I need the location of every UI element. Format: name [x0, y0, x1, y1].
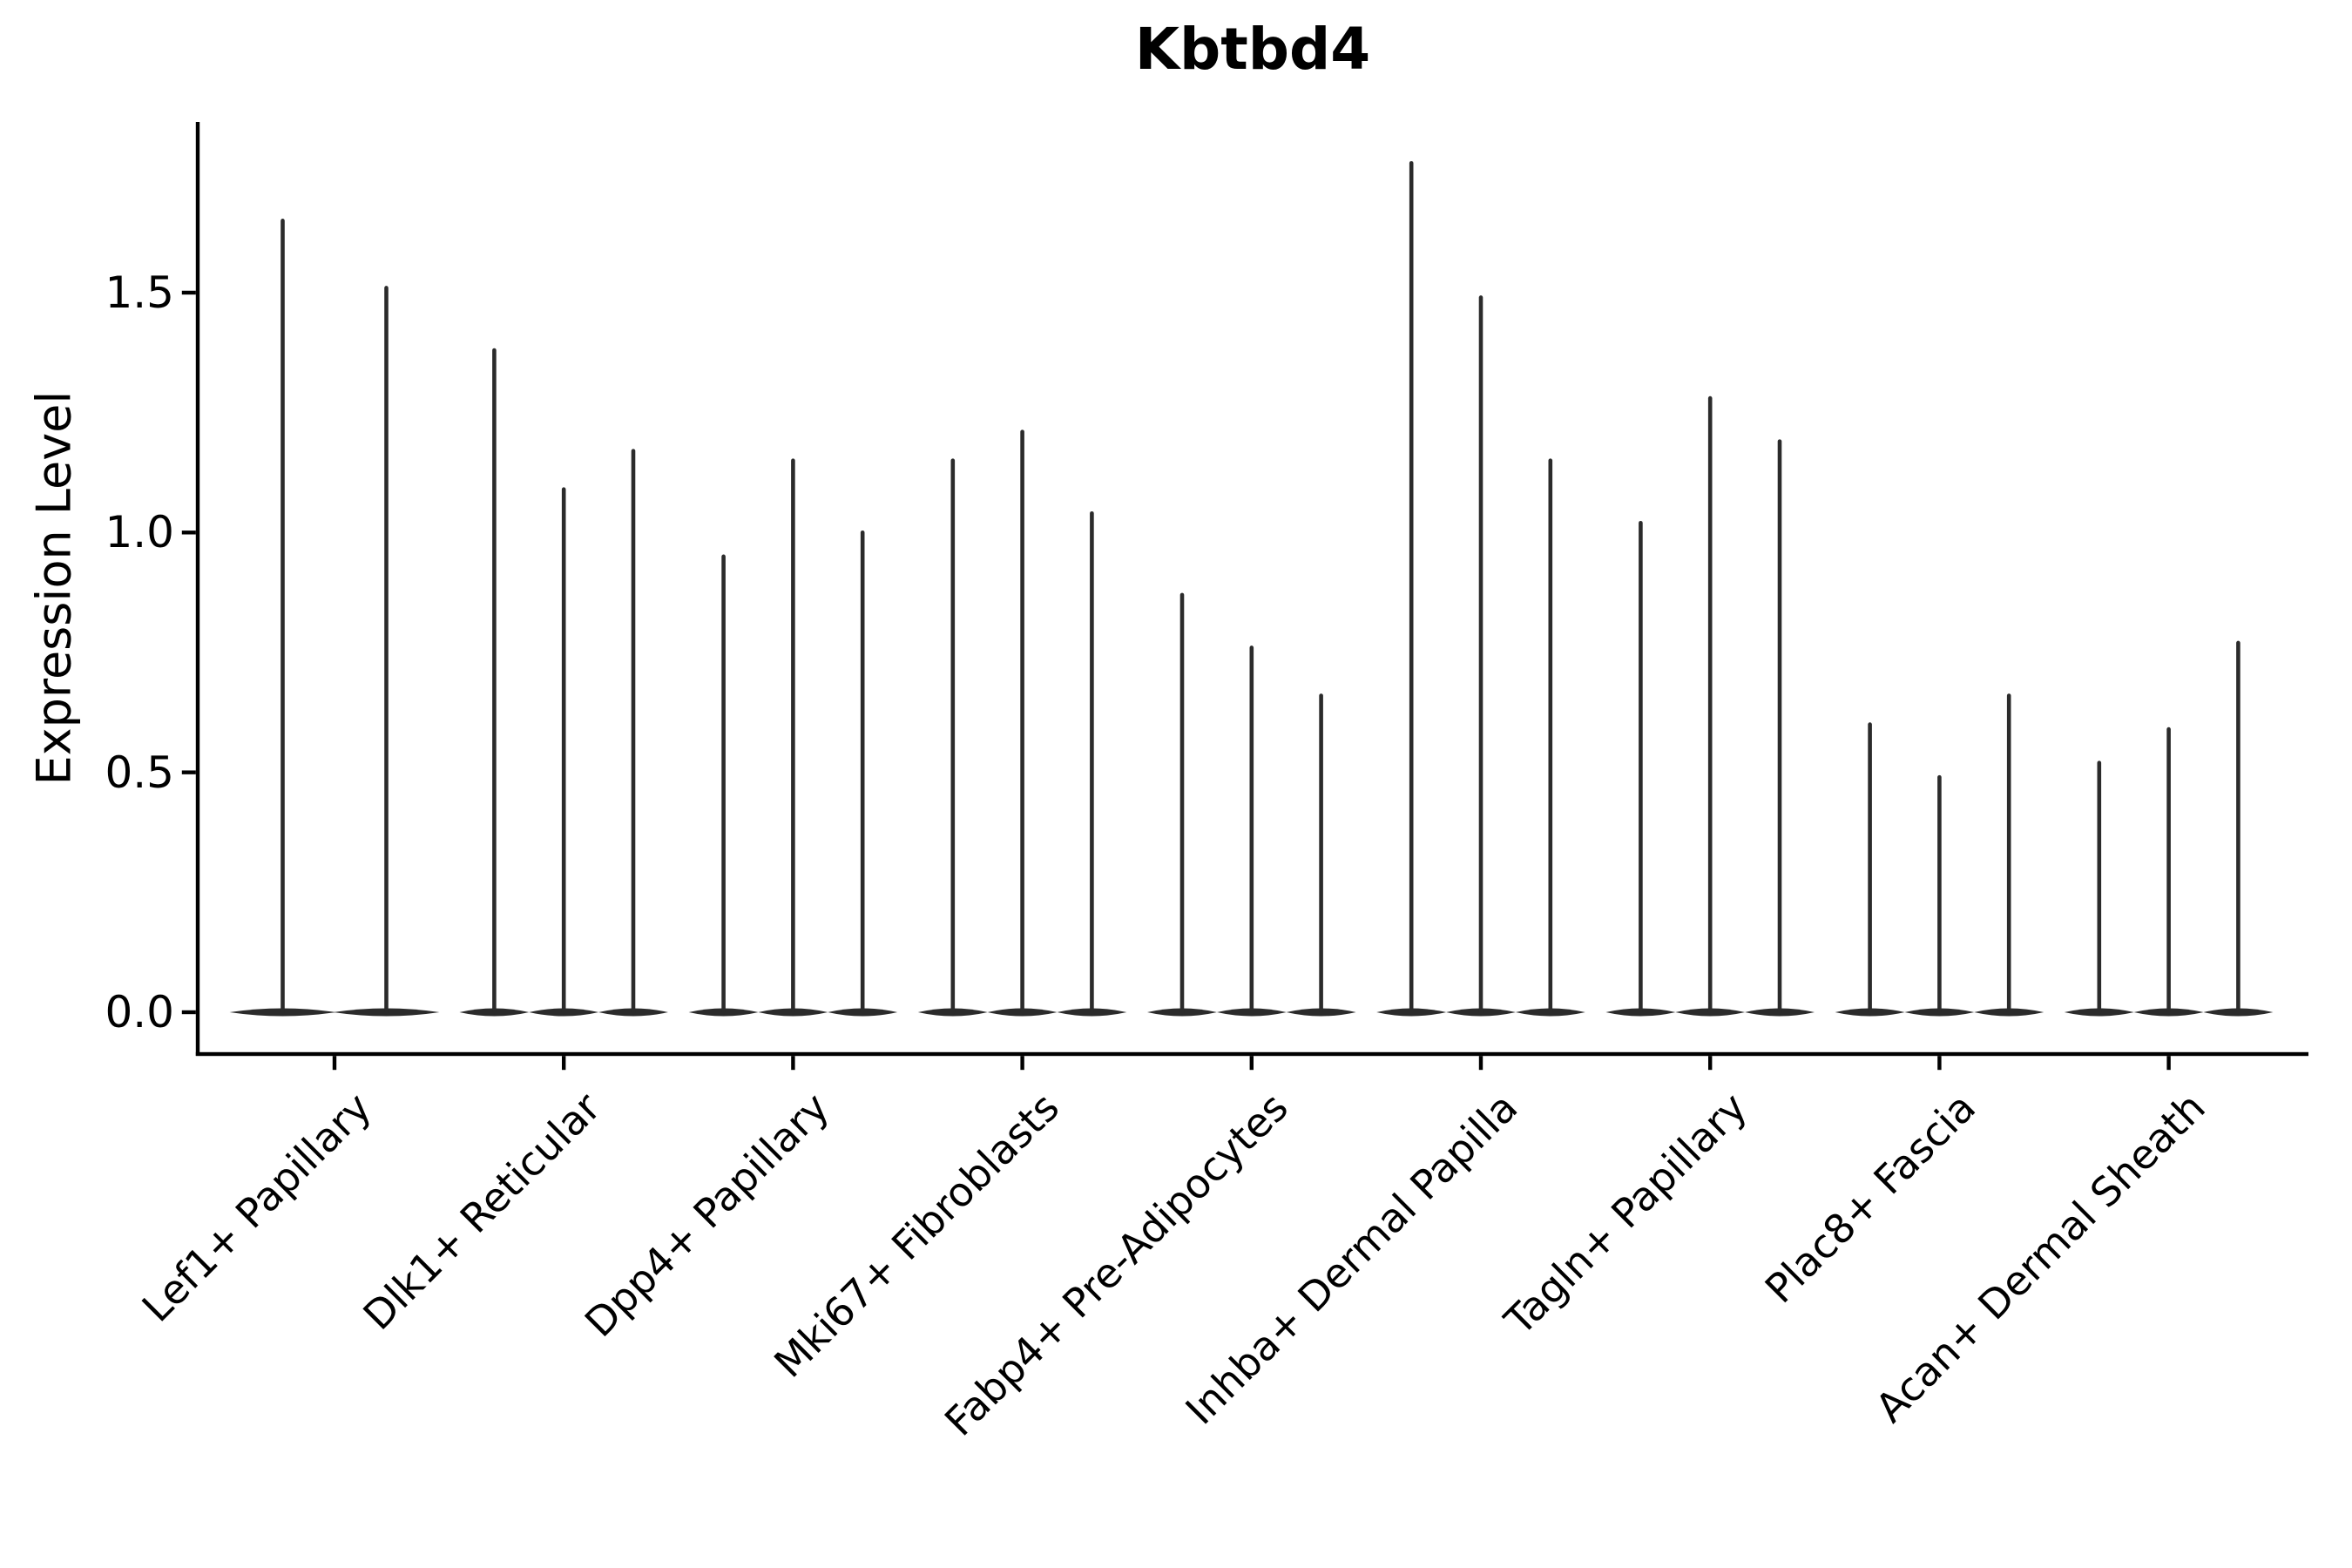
x-tick [1478, 1056, 1484, 1071]
x-tick [2166, 1056, 2171, 1071]
y-tick [181, 1010, 196, 1015]
y-tick [181, 770, 196, 774]
x-tick [332, 1056, 337, 1071]
x-axis-spine [195, 1051, 2308, 1057]
y-tick-label: 1.0 [105, 507, 174, 558]
x-tick [1937, 1056, 1942, 1071]
y-axis-label: Expression Level [26, 390, 82, 786]
y-tick-label: 1.5 [105, 267, 174, 318]
x-tick [562, 1056, 566, 1071]
y-tick-label: 0.0 [105, 987, 174, 1037]
y-tick [181, 290, 196, 295]
x-tick [1020, 1056, 1024, 1071]
x-tick [1708, 1056, 1713, 1071]
y-tick-label: 0.5 [105, 747, 174, 798]
plot-title: Kbtbd4 [1134, 16, 1371, 83]
y-tick [181, 531, 196, 535]
y-axis-spine [195, 122, 200, 1056]
x-tick [1249, 1056, 1254, 1071]
x-tick [791, 1056, 795, 1071]
